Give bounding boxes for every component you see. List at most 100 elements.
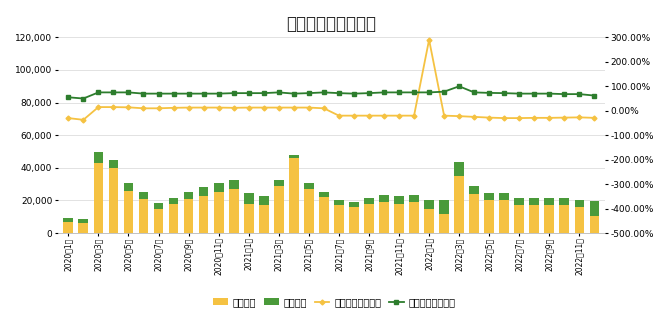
出口市场同比变化 bbox=[545, 92, 553, 95]
国内市场同比变化 bbox=[155, 107, 163, 110]
Bar bbox=[214, 192, 223, 233]
Bar bbox=[169, 204, 179, 233]
Bar bbox=[409, 202, 419, 233]
出口市场同比变化 bbox=[94, 91, 102, 94]
国内市场同比变化 bbox=[305, 106, 313, 109]
出口市场同比变化 bbox=[561, 92, 569, 96]
国内市场同比变化 bbox=[275, 106, 283, 109]
Bar bbox=[229, 189, 239, 233]
国内市场同比变化 bbox=[215, 106, 223, 109]
出口市场同比变化 bbox=[365, 91, 373, 95]
出口市场同比变化 bbox=[229, 91, 237, 95]
Bar bbox=[244, 193, 254, 204]
Bar bbox=[379, 202, 389, 233]
国内市场同比变化 bbox=[64, 116, 72, 120]
国内市场同比变化 bbox=[561, 116, 569, 120]
Bar bbox=[304, 183, 314, 189]
Bar bbox=[78, 223, 88, 233]
国内市场同比变化 bbox=[185, 106, 193, 109]
国内市场同比变化 bbox=[500, 116, 508, 120]
Bar bbox=[454, 176, 464, 233]
国内市场同比变化 bbox=[485, 116, 493, 120]
Bar bbox=[64, 218, 73, 222]
出口市场同比变化 bbox=[485, 91, 493, 95]
Bar bbox=[424, 200, 434, 209]
Bar bbox=[514, 198, 524, 205]
国内市场同比变化 bbox=[515, 116, 523, 120]
Bar bbox=[259, 197, 269, 205]
出口市场同比变化 bbox=[395, 91, 403, 94]
出口市场同比变化 bbox=[64, 95, 72, 99]
出口市场同比变化 bbox=[425, 91, 433, 94]
Bar bbox=[184, 191, 193, 199]
国内市场同比变化 bbox=[531, 116, 539, 120]
出口市场同比变化 bbox=[500, 91, 508, 95]
国内市场同比变化 bbox=[545, 116, 553, 120]
出口市场同比变化 bbox=[199, 92, 207, 95]
Bar bbox=[394, 197, 404, 204]
国内市场同比变化 bbox=[591, 116, 599, 120]
出口市场同比变化 bbox=[185, 92, 193, 95]
国内市场同比变化 bbox=[169, 106, 177, 110]
Bar bbox=[124, 191, 133, 233]
国内市场同比变化 bbox=[440, 114, 448, 118]
Bar bbox=[274, 186, 284, 233]
出口市场同比变化 bbox=[575, 92, 583, 96]
出口市场同比变化 bbox=[139, 92, 147, 95]
Bar bbox=[64, 222, 73, 233]
国内市场同比变化 bbox=[229, 106, 237, 110]
Bar bbox=[94, 163, 103, 233]
出口市场同比变化 bbox=[260, 91, 268, 95]
出口市场同比变化 bbox=[80, 97, 88, 100]
Bar bbox=[484, 201, 494, 233]
出口市场同比变化 bbox=[440, 90, 448, 93]
Bar bbox=[274, 180, 284, 186]
Bar bbox=[334, 205, 344, 233]
出口市场同比变化 bbox=[169, 92, 177, 95]
Bar bbox=[424, 209, 434, 233]
Line: 国内市场同比变化: 国内市场同比变化 bbox=[67, 38, 596, 122]
出口市场同比变化 bbox=[350, 92, 358, 95]
国内市场同比变化 bbox=[320, 107, 328, 110]
Bar bbox=[199, 188, 209, 196]
国内市场同比变化 bbox=[365, 114, 373, 118]
Bar bbox=[214, 183, 223, 192]
Bar bbox=[154, 209, 163, 233]
出口市场同比变化 bbox=[380, 91, 388, 94]
出口市场同比变化 bbox=[591, 94, 599, 98]
出口市场同比变化 bbox=[410, 91, 418, 94]
Bar bbox=[364, 204, 374, 233]
出口市场同比变化 bbox=[335, 91, 343, 95]
国内市场同比变化 bbox=[290, 106, 298, 109]
Bar bbox=[289, 158, 298, 233]
国内市场同比变化 bbox=[260, 106, 268, 109]
Bar bbox=[349, 207, 359, 233]
Bar bbox=[545, 205, 554, 233]
出口市场同比变化 bbox=[455, 84, 463, 88]
出口市场同比变化 bbox=[215, 92, 223, 95]
Bar bbox=[575, 200, 584, 207]
出口市场同比变化 bbox=[275, 91, 283, 94]
Legend: 国内市场, 出口市场, 国内市场同比变化, 出口市场同比变化: 国内市场, 出口市场, 国内市场同比变化, 出口市场同比变化 bbox=[209, 293, 460, 311]
出口市场同比变化 bbox=[515, 92, 523, 95]
Bar bbox=[440, 200, 449, 213]
Bar bbox=[394, 204, 404, 233]
国内市场同比变化 bbox=[410, 114, 418, 118]
Bar bbox=[409, 195, 419, 202]
出口市场同比变化 bbox=[305, 91, 313, 95]
Bar bbox=[499, 193, 509, 201]
Bar bbox=[289, 155, 298, 158]
出口市场同比变化 bbox=[320, 91, 328, 94]
Bar bbox=[484, 193, 494, 201]
Bar bbox=[559, 205, 569, 233]
Bar bbox=[184, 199, 193, 233]
Title: 中国挖掘机市场情况: 中国挖掘机市场情况 bbox=[286, 15, 377, 33]
国内市场同比变化 bbox=[335, 114, 343, 118]
Bar bbox=[169, 198, 179, 204]
出口市场同比变化 bbox=[110, 91, 118, 94]
国内市场同比变化 bbox=[199, 106, 207, 109]
Bar bbox=[94, 152, 103, 163]
Bar bbox=[229, 180, 239, 189]
Line: 出口市场同比变化: 出口市场同比变化 bbox=[66, 84, 597, 100]
Bar bbox=[138, 199, 149, 233]
